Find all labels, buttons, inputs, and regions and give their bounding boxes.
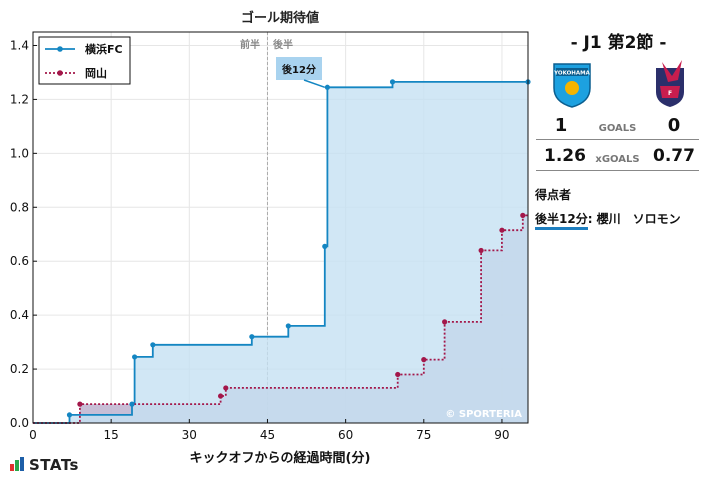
scorer-name: : 櫻川 ソロモン [587, 212, 681, 226]
series-0-point-5 [285, 323, 291, 329]
series-1-point-8 [520, 212, 526, 218]
chart-title: ゴール期待値 [241, 10, 319, 26]
goals-row: 1 GOALS 0 [536, 115, 699, 140]
series-1-point-3 [395, 371, 401, 378]
series-0-point-2 [132, 354, 138, 360]
away-goals: 0 [667, 115, 681, 136]
series-0-point-8 [389, 79, 396, 85]
y-tick-label-7: 1.4 [10, 38, 29, 52]
series-1-point-0 [77, 401, 83, 407]
goal-annotation-text: 後12分 [282, 63, 316, 76]
x-tick-label-4: 60 [338, 428, 353, 442]
series-0-point-6 [322, 243, 328, 249]
legend: 横浜FC 岡山 [38, 36, 131, 85]
x-tick-label-2: 30 [182, 428, 197, 442]
series-0-point-0 [66, 412, 73, 418]
goals-label: GOALS [598, 123, 637, 134]
away-team-logo-icon: F [656, 60, 684, 107]
series-0-point-7 [324, 84, 330, 90]
svg-text:YOKOHAMA: YOKOHAMA [553, 71, 590, 77]
y-tick-label-4: 0.8 [10, 200, 29, 214]
stats-bars-icon [10, 457, 25, 475]
match-panel: - J1 第2節 - YOKOHAMA F 1 GOALS 0 1.26 xGO… [530, 0, 707, 479]
halftime-label-second: 後半 [273, 38, 293, 51]
series-areas [33, 81, 528, 424]
stats-brand-text: STATs [29, 456, 79, 474]
xg-row: 1.26 xGOALS 0.77 [536, 146, 699, 171]
x-tick-label-0: 0 [29, 428, 37, 442]
series-1-point-2 [223, 385, 229, 391]
series-1-point-7 [499, 227, 505, 233]
y-tick-label-2: 0.4 [10, 308, 29, 322]
legend-label-0: 横浜FC [85, 42, 123, 56]
series-1-point-4 [421, 357, 427, 363]
home-xg: 1.26 [544, 146, 586, 166]
scorer-entry: 後半12分: 櫻川 ソロモン [535, 210, 681, 230]
match-title: - J1 第2節 - [570, 33, 667, 53]
scorers-title: 得点者 [535, 188, 572, 202]
home-team-logo-icon: YOKOHAMA [553, 63, 591, 108]
goal-annotation: 後12分 [276, 57, 326, 88]
legend-marker-1 [57, 70, 63, 76]
xg-label: xGOALS [595, 154, 640, 165]
away-xg: 0.77 [653, 146, 695, 166]
stats-brand-logo: STATs [10, 456, 79, 475]
scorer-time: 後半12分 [535, 212, 588, 230]
series-0-point-3 [150, 342, 156, 348]
x-tick-label-5: 75 [416, 428, 431, 442]
series-0-point-4 [249, 334, 255, 340]
halftime-label-first: 前半 [240, 38, 260, 51]
x-tick-label-6: 90 [494, 428, 509, 442]
legend-marker-0 [57, 46, 63, 52]
series-0-point-1 [129, 401, 135, 407]
x-axis-label: キックオフからの経過時間(分) [190, 450, 371, 466]
series-1-point-1 [217, 393, 224, 399]
series-1-point-5 [442, 319, 448, 325]
series-area-0 [33, 81, 528, 424]
legend-box [38, 36, 131, 85]
series-points [66, 79, 531, 418]
home-goals: 1 [554, 115, 568, 136]
axes: 0 15 30 45 60 75 90 0.0 0.2 0.4 0.6 0.8 1.0 1.2 1.4 [10, 31, 529, 442]
y-tick-label-3: 0.6 [10, 254, 29, 268]
svg-text:F: F [668, 90, 672, 97]
series-lines [33, 81, 528, 424]
series-line-0 [33, 81, 528, 424]
series-1-point-6 [478, 247, 484, 254]
y-tick-label-1: 0.2 [10, 362, 29, 376]
plot-frame [32, 31, 529, 424]
y-tick-label-0: 0.0 [10, 416, 29, 430]
legend-label-1: 岡山 [85, 66, 107, 80]
x-tick-label-3: 45 [260, 428, 275, 442]
watermark: © SPORTERIA [445, 409, 522, 420]
x-tick-label-1: 15 [104, 428, 119, 442]
y-tick-label-6: 1.2 [10, 92, 29, 106]
y-tick-label-5: 1.0 [10, 146, 29, 160]
